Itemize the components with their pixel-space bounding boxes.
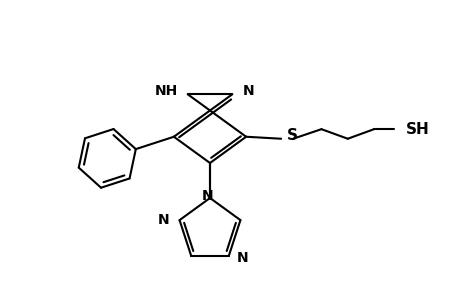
Text: N: N	[157, 213, 169, 227]
Text: N: N	[236, 251, 248, 265]
Text: NH: NH	[154, 84, 177, 98]
Text: N: N	[242, 84, 253, 98]
Text: SH: SH	[405, 122, 429, 137]
Text: N: N	[202, 189, 213, 203]
Text: S: S	[286, 128, 297, 143]
